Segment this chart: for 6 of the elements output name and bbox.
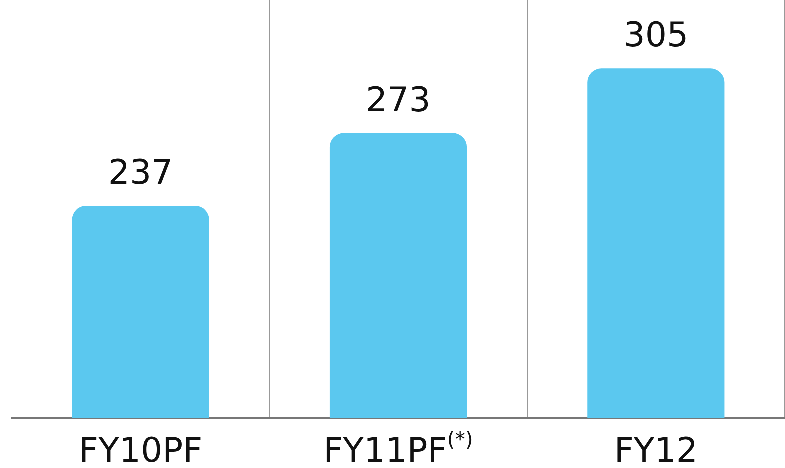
x-tick-label: FY12 <box>614 431 698 468</box>
data-label: 237 <box>108 152 174 193</box>
data-label: 273 <box>366 80 431 120</box>
x-tick-label: FY11PF(*) <box>324 428 474 468</box>
x-tick-label: FY10PF <box>79 431 203 468</box>
data-label: 305 <box>624 16 689 56</box>
